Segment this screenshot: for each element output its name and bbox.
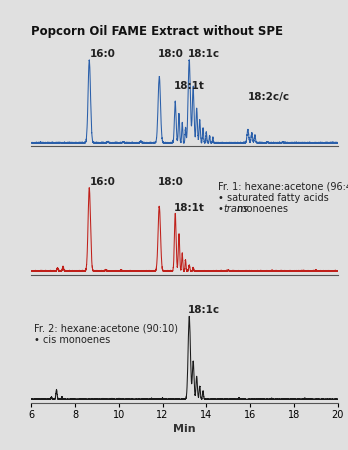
Text: 18:1c: 18:1c [188, 305, 220, 315]
Text: • saturated fatty acids: • saturated fatty acids [218, 193, 329, 203]
Text: 18:1t: 18:1t [174, 203, 205, 213]
Text: 18:2c/c: 18:2c/c [247, 92, 290, 102]
Text: 18:0: 18:0 [158, 49, 184, 58]
Text: •: • [218, 204, 227, 214]
X-axis label: Min: Min [173, 424, 196, 434]
Text: Popcorn Oil FAME Extract without SPE: Popcorn Oil FAME Extract without SPE [31, 25, 283, 38]
Text: Fr. 2: hexane:acetone (90:10): Fr. 2: hexane:acetone (90:10) [34, 324, 178, 333]
Text: 18:1c: 18:1c [188, 49, 220, 58]
Text: 18:1t: 18:1t [174, 81, 204, 91]
Text: 16:0: 16:0 [90, 49, 116, 58]
Text: monoenes: monoenes [234, 204, 288, 214]
Text: 18:0: 18:0 [158, 177, 184, 187]
Text: 16:0: 16:0 [90, 177, 116, 187]
Text: Fr. 1: hexane:acetone (96:4): Fr. 1: hexane:acetone (96:4) [218, 181, 348, 192]
Text: trans: trans [223, 204, 248, 214]
Text: • cis monoenes: • cis monoenes [34, 335, 110, 345]
